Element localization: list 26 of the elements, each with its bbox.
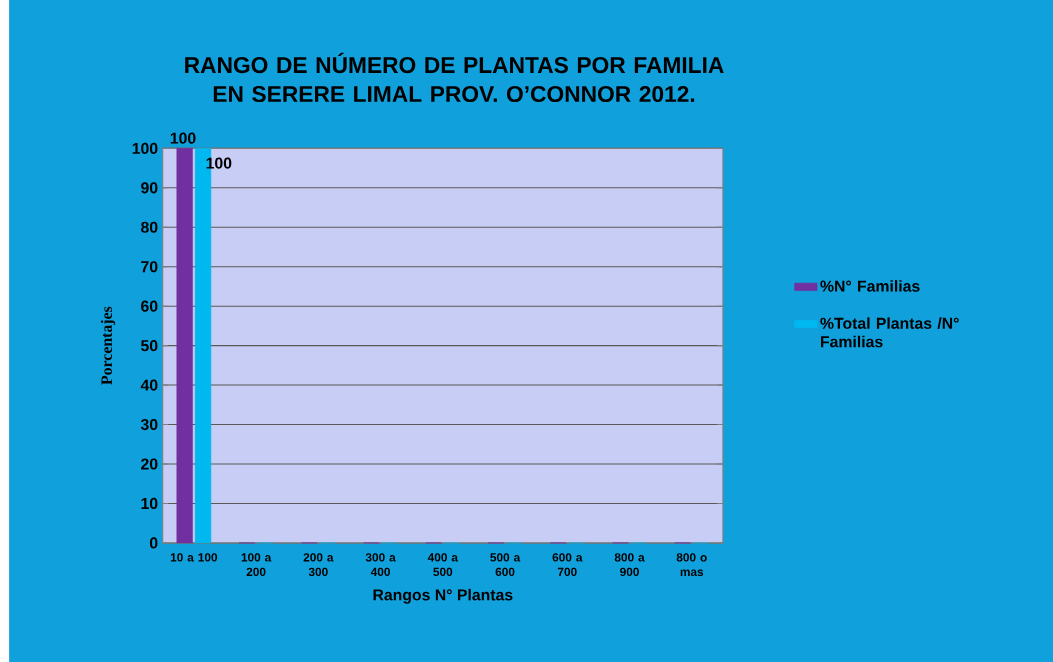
legend-label: %Total Plantas /N° Familias: [820, 317, 959, 348]
y-tick-label: 10: [141, 497, 158, 510]
x-tick-label: 800 a 900: [614, 553, 645, 577]
data-label: 100: [170, 132, 196, 144]
x-tick-label: 600 a 700: [552, 553, 583, 577]
y-tick-label: 0: [149, 537, 158, 549]
y-tick-label: 40: [140, 379, 158, 391]
y-tick-label: 60: [141, 300, 158, 312]
legend-label: %N° Familias: [820, 280, 920, 292]
y-tick-label: 100: [132, 142, 158, 154]
x-tick-label: 200 a 300: [303, 553, 334, 577]
y-tick-label: 20: [141, 458, 158, 470]
y-tick-label: 70: [141, 261, 158, 273]
x-tick-label: 300 a 400: [365, 553, 396, 577]
chart-title: RANGO DE NÚMERO DE PLANTAS POR FAMILIA EN SERERE LIMAL PROV. O’CONNOR 2012.: [185, 52, 724, 103]
y-tick-label: 90: [141, 182, 158, 194]
y-tick-label: 30: [140, 418, 158, 431]
y-axis-title: Porcentajes: [100, 306, 116, 385]
x-tick-label: 100 a 200: [241, 553, 272, 577]
x-tick-label: 10 a 100: [170, 553, 218, 562]
x-tick-label: 400 a 500: [427, 553, 459, 577]
x-tick-label: 800 o mas: [676, 553, 707, 577]
x-tick-label: 500 a 600: [490, 553, 521, 577]
y-tick-label: 50: [141, 340, 158, 352]
y-tick-label: 80: [141, 221, 158, 233]
x-axis-title: Rangos N° Plantas: [373, 588, 513, 604]
